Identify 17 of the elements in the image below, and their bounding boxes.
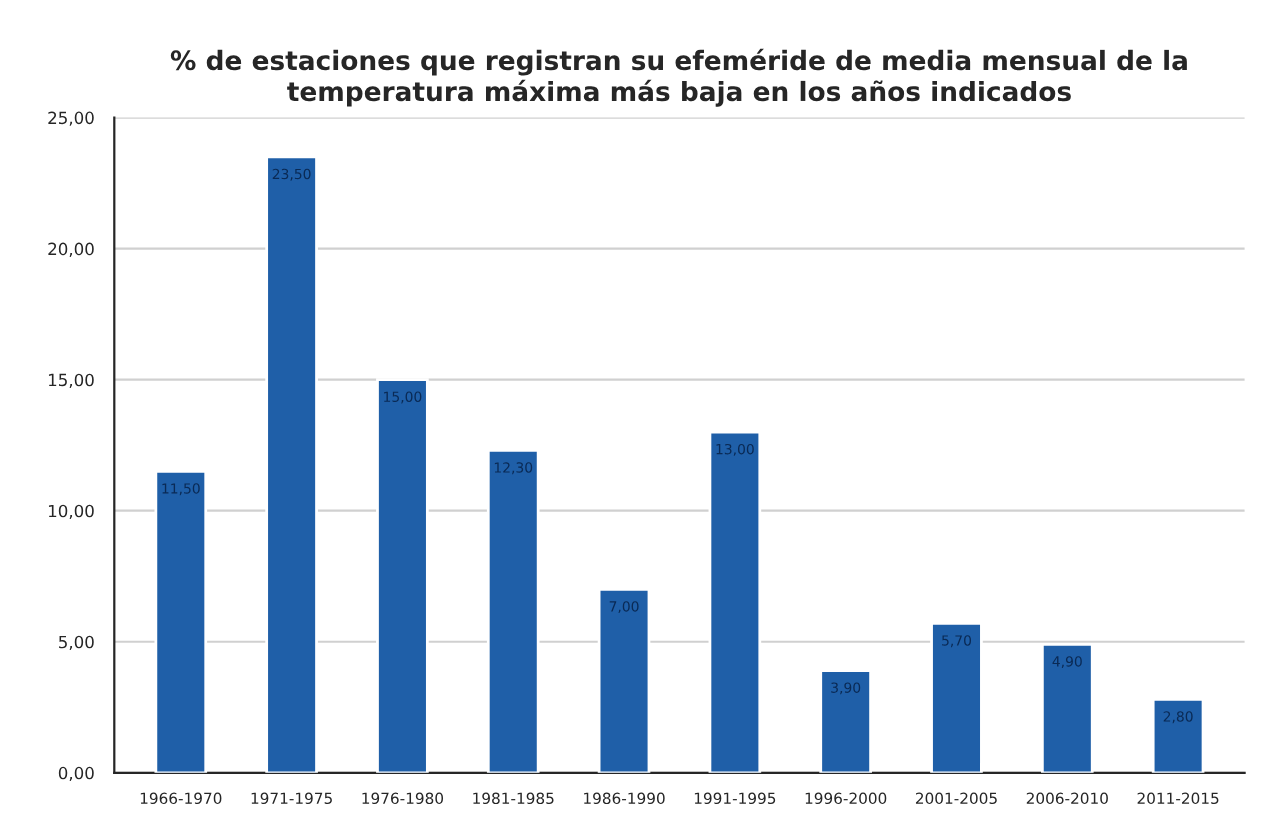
bar: [154, 470, 208, 773]
bar: [597, 587, 651, 773]
bar: [1151, 698, 1205, 773]
y-tick-label: 15,00: [48, 373, 94, 388]
bar: [819, 669, 872, 773]
y-tick-label: 5,00: [59, 635, 94, 651]
y-tick-label: 0,00: [58, 766, 94, 782]
y-tick-label: 20,00: [48, 242, 94, 257]
bar: [708, 430, 762, 773]
bar: [265, 155, 318, 773]
y-tick-label: 25,00: [48, 111, 94, 126]
bar: [486, 449, 540, 773]
bar: [930, 622, 983, 773]
bar: [1040, 642, 1094, 773]
y-tick-label: 10,00: [48, 504, 94, 519]
chart-title: % de estaciones que registran su efeméride de media mensual de la temperatura máxima más baja en los años indicados: [170, 48, 1187, 107]
bar: [376, 378, 429, 773]
